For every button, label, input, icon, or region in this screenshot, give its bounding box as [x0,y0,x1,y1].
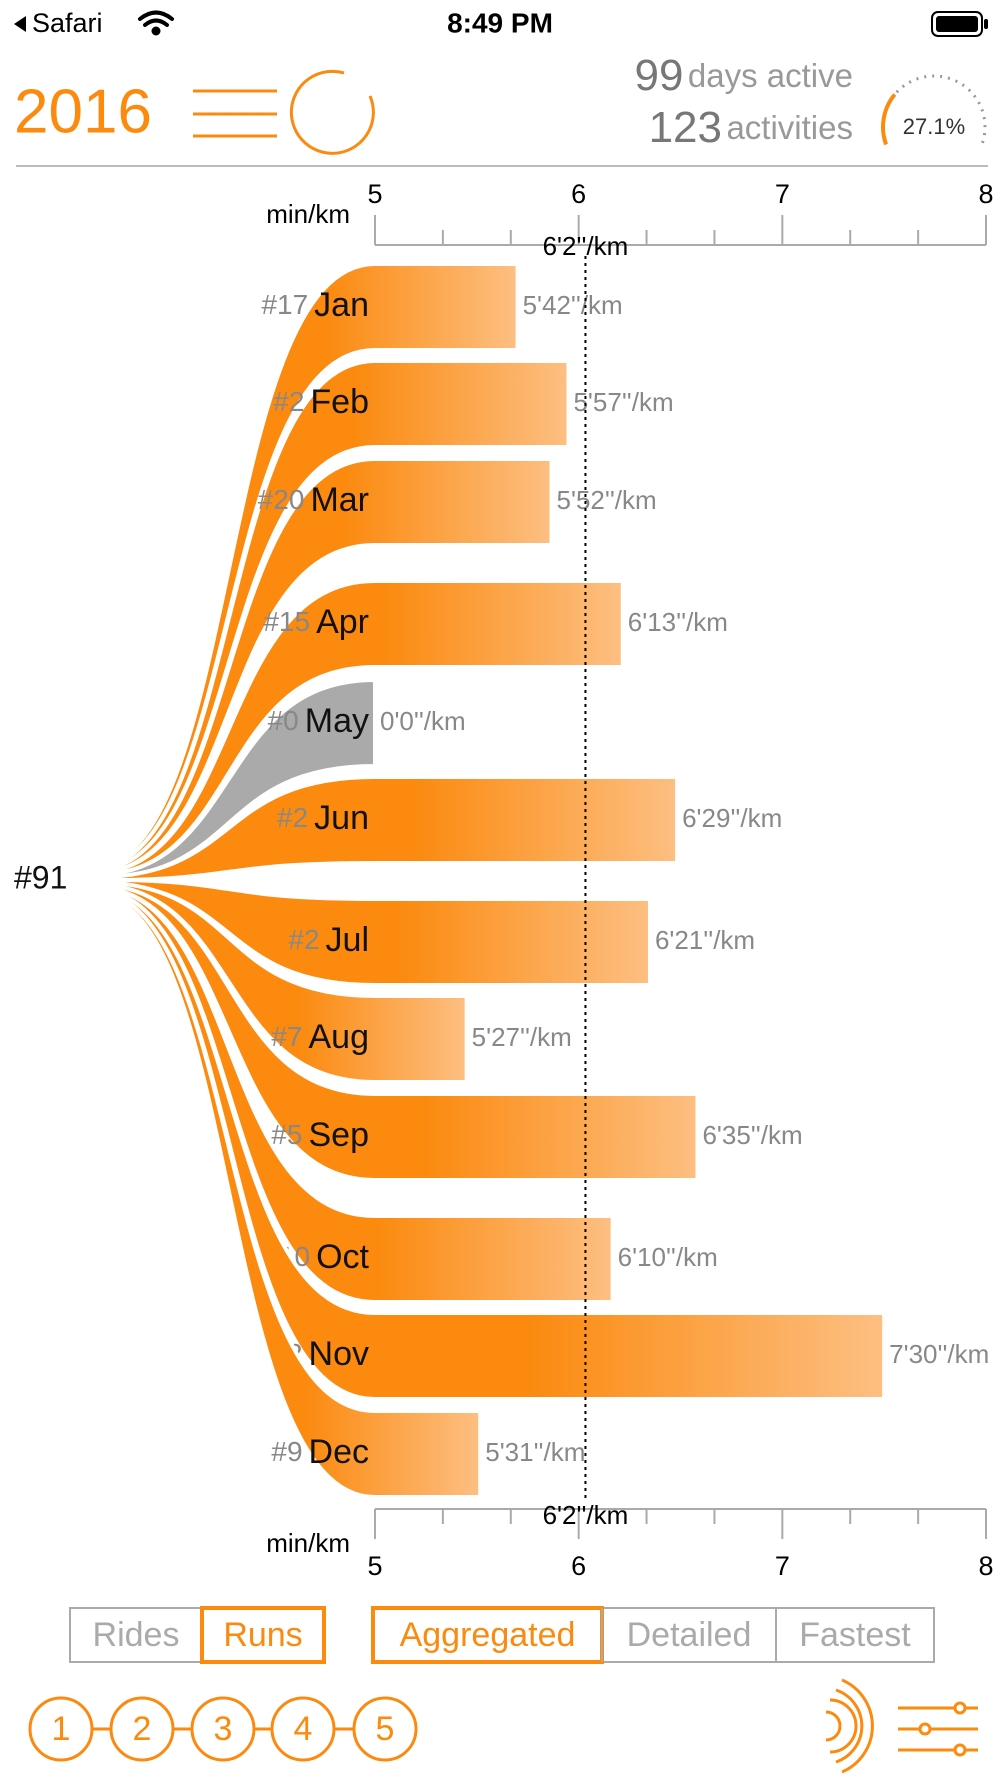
bar-category: #0 May [268,702,369,740]
x-tick-label: 8 [978,1551,993,1581]
value-label: 0'0''/km [380,706,466,736]
x-tick-label: 8 [978,179,993,209]
page-number[interactable]: 3 [214,1710,233,1748]
rank-label: #5 [271,1119,302,1150]
category-label: Sep [309,1116,370,1154]
segment-label[interactable]: Rides [93,1616,180,1654]
bar-category: #20 Mar [258,481,369,519]
bar-category: #7 Aug [271,1018,369,1056]
clock: 8:49 PM [447,7,553,38]
bar-category: #2 Jun [277,799,369,837]
segment-selected[interactable] [200,1606,326,1664]
value-label: 6'10''/km [618,1242,718,1272]
rank-label: #7 [271,1021,302,1052]
page-number[interactable]: 5 [376,1710,395,1748]
back-label[interactable]: Safari [32,8,103,38]
value-label: 5'52''/km [557,485,657,515]
page-number[interactable]: 4 [294,1710,313,1748]
bar[interactable] [90,775,680,883]
bar[interactable] [90,888,483,1499]
sound-icon[interactable] [825,1678,874,1774]
rank-label: #20 [258,484,305,515]
category-label: May [305,702,369,740]
value-label: 6'35''/km [702,1120,802,1150]
segment-label[interactable]: Detailed [627,1616,752,1654]
value-label: 5'31''/km [485,1437,585,1467]
x-tick-label: 7 [775,179,790,209]
segment-label[interactable]: Fastest [799,1616,911,1654]
menu-icon[interactable] [193,89,277,138]
activities-label: activities [726,109,853,146]
category-label: Mar [310,481,369,519]
year[interactable]: 2016 [14,77,152,146]
x-tick-label: 7 [775,1551,790,1581]
reference-label: 6'2''/km [543,1500,629,1530]
bar-category: #9 Dec [271,1433,369,1471]
rank-label: #2 [273,386,304,417]
page-button[interactable] [352,1696,418,1762]
bar-category: #2 Jul [288,921,369,959]
reference-label: 6'2''/km [543,231,629,261]
page-button[interactable] [28,1696,94,1762]
page-number[interactable]: 1 [52,1710,71,1748]
battery-icon [931,11,988,37]
page-button[interactable] [190,1696,256,1762]
x-tick-label: 6 [571,1551,586,1581]
wifi-icon [138,10,174,36]
x-tick-label: 5 [367,179,382,209]
total-label: #91 [14,859,67,895]
page-button[interactable] [109,1696,175,1762]
bar-category: #5 Sep [271,1116,369,1154]
activities-count: 123 [649,103,722,152]
value-label: 5'42''/km [523,290,623,320]
value-label: 6'21''/km [655,925,755,955]
rank-label: #2 [288,924,319,955]
category-label: Jun [314,799,369,837]
segment-label[interactable]: Runs [223,1616,302,1654]
refresh-icon[interactable] [289,69,375,155]
page-number[interactable]: 2 [133,1710,152,1748]
axis-title: min/km [266,199,350,229]
bar-category: #15 Apr [263,603,369,641]
axis-title: min/km [266,1528,350,1558]
page-button[interactable] [270,1696,336,1762]
rank-label: #0 [268,705,299,736]
rank-label: #17 [261,289,308,320]
category-label: Jul [326,921,369,959]
bar-category: #2 Feb [273,383,369,421]
days-count: 99 [635,51,684,100]
category-label: Nov [309,1335,369,1373]
category-label: Apr [316,603,369,641]
category-label: Aug [309,1018,370,1056]
rank-label: #9 [271,1436,302,1467]
x-tick-label: 5 [367,1551,382,1581]
category-label: Oct [316,1238,369,1276]
value-label: 6'13''/km [628,607,728,637]
value-label: 7'30''/km [889,1339,989,1369]
category-label: Feb [310,383,369,421]
gauge-track [881,74,987,145]
back-arrow[interactable] [14,16,26,32]
category-label: Jan [314,286,369,324]
bar[interactable] [90,882,700,1182]
bar-category: #17 Jan [261,286,369,324]
value-label: 5'57''/km [573,387,673,417]
activities: 123 activities [649,103,853,152]
rank-label: #2 [277,802,308,833]
value-label: 6'29''/km [682,803,782,833]
bar[interactable] [90,457,554,876]
gauge-value [881,93,897,146]
gauge-label: 27.1% [903,114,965,139]
days-active: 99 days active [635,51,854,100]
filter-icon[interactable] [898,1701,978,1757]
days-label: days active [688,57,853,94]
value-label: 5'27''/km [472,1022,572,1052]
rank-label: #15 [263,606,310,637]
x-tick-label: 6 [571,179,586,209]
category-label: Dec [309,1433,369,1471]
segment-label[interactable]: Aggregated [400,1616,576,1654]
